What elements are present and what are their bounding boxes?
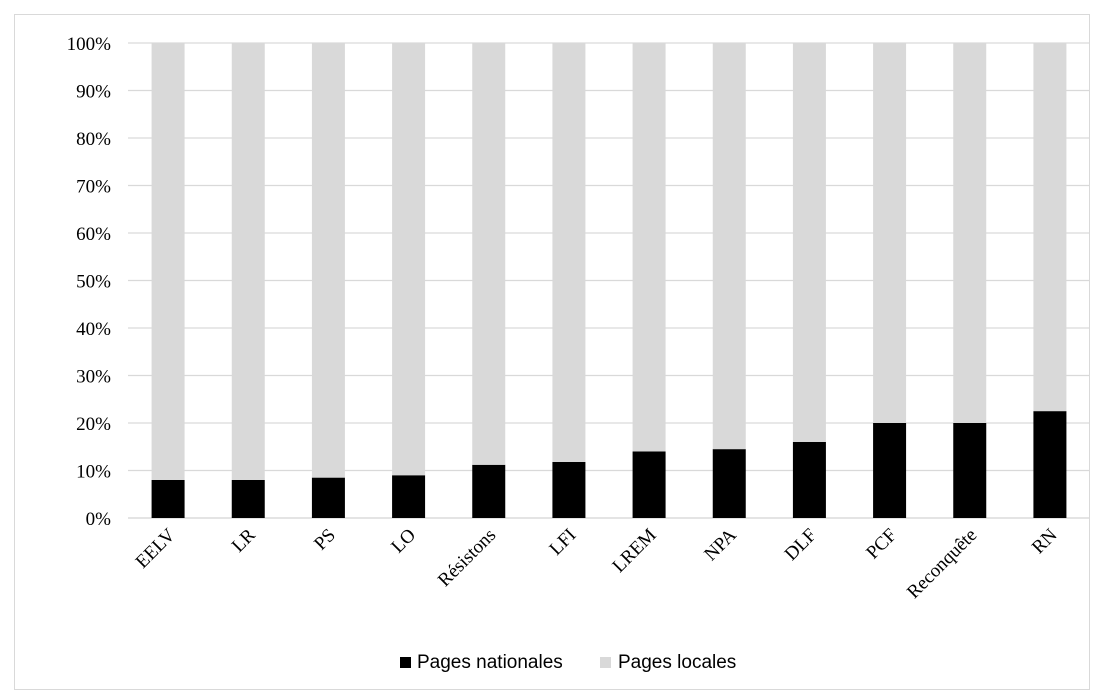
y-tick-label: 50% (76, 272, 111, 293)
y-tick-label: 0% (86, 509, 112, 530)
bar-pages-nationales-eelv (151, 480, 185, 518)
x-category-label: LREM (608, 525, 660, 577)
x-category-label: RN (1028, 524, 1062, 558)
legend-swatch (600, 657, 611, 668)
x-category-label: LO (387, 525, 420, 558)
y-tick-label: 40% (76, 319, 111, 340)
y-tick-label: 70% (76, 177, 111, 198)
legend-label: Pages nationales (417, 652, 563, 673)
x-category-label: Résistons (434, 525, 500, 591)
legend: Pages nationales Pages locales (400, 652, 736, 673)
x-category-label: LFI (545, 525, 580, 560)
bar-pages-locales-lrem (632, 43, 666, 452)
bar-pages-nationales-rn (1033, 411, 1067, 518)
y-tick-label: 10% (76, 462, 111, 483)
y-axis-tick-labels: 0% 10% 20% 30% 40% 50% 60% 70% 80% 90% 100% (67, 34, 112, 530)
bar-pages-locales-résistons (472, 43, 506, 465)
bar-pages-locales-reconquête (953, 43, 987, 423)
chart-frame (14, 14, 1090, 690)
gridlines (128, 42, 1090, 519)
x-category-label: DLF (781, 525, 821, 565)
legend-label: Pages locales (618, 652, 736, 673)
bar-pages-locales-eelv (151, 43, 185, 480)
x-axis-category-labels: EELV LR PS LO Résistons LFI LREM NPA DLF PCF Recon… (132, 524, 1062, 602)
bar-pages-nationales-lo (392, 475, 426, 518)
bar-pages-nationales-dlf (792, 442, 826, 518)
x-category-label: Reconquête (903, 525, 981, 603)
bar-pages-locales-lfi (552, 43, 586, 462)
bar-pages-nationales-reconquête (953, 423, 987, 518)
bar-pages-nationales-ps (311, 477, 345, 518)
bar-pages-locales-dlf (792, 43, 826, 442)
y-tick-label: 20% (76, 414, 111, 435)
y-tick-label: 30% (76, 367, 111, 388)
bar-pages-locales-pcf (873, 43, 907, 423)
bar-pages-locales-npa (712, 43, 746, 450)
x-category-label: PS (310, 525, 340, 555)
bar-pages-locales-lo (392, 43, 426, 476)
x-category-label: EELV (132, 524, 180, 572)
bars (151, 43, 1067, 518)
bar-pages-nationales-lfi (552, 461, 586, 518)
x-category-label: LR (228, 524, 260, 556)
legend-swatch (400, 657, 411, 668)
y-tick-label: 80% (76, 129, 111, 150)
y-tick-label: 100% (67, 34, 112, 55)
bar-pages-nationales-npa (712, 449, 746, 518)
bar-pages-locales-ps (311, 43, 345, 478)
bar-pages-locales-lr (231, 43, 265, 480)
x-category-label: PCF (862, 525, 901, 564)
bar-pages-nationales-résistons (472, 464, 506, 518)
bar-pages-locales-rn (1033, 43, 1067, 412)
y-tick-label: 60% (76, 224, 111, 245)
y-tick-label: 90% (76, 82, 111, 103)
bar-pages-nationales-pcf (873, 423, 907, 518)
x-category-label: NPA (700, 524, 741, 565)
bar-pages-nationales-lrem (632, 451, 666, 518)
bar-pages-nationales-lr (231, 480, 265, 518)
